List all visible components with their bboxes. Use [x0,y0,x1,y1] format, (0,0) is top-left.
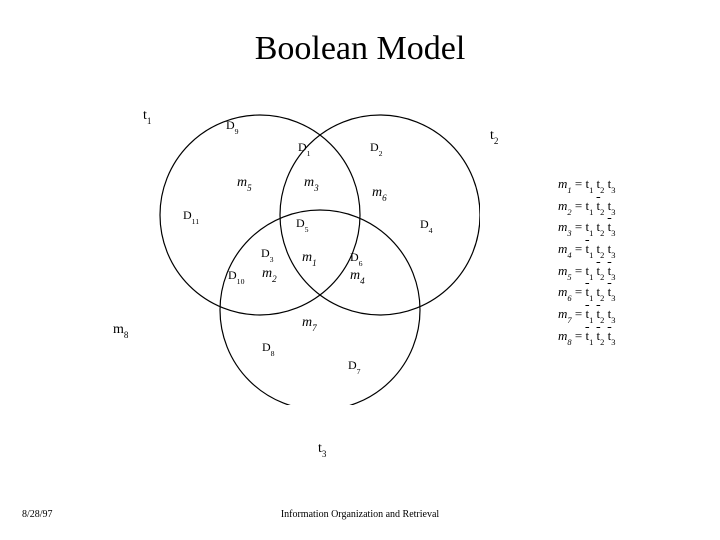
region-label-D4: D4 [420,217,433,233]
formula-row: m1 = t1 t2 t3 [558,174,615,196]
formula-row: m4 = t1 t2 t3 [558,239,615,261]
formula-row: m8 = t1 t2 t3 [558,326,615,348]
region-label-D8: D8 [262,340,275,356]
region-label-m3: m3 [304,175,319,192]
minterm-formulas: m1 = t1 t2 t3m2 = t1 t2 t3m3 = t1 t2 t3m… [558,174,615,348]
footer-center: Information Organization and Retrieval [0,509,720,520]
formula-row: m7 = t1 t2 t3 [558,304,615,326]
circle-t3 [220,210,420,405]
region-label-D2: D2 [370,140,383,156]
region-label-D5: D5 [296,216,309,232]
region-label-m1: m1 [302,250,317,267]
formula-row: m2 = t1 t2 t3 [558,196,615,218]
formula-row: m3 = t1 t2 t3 [558,217,615,239]
region-label-D7: D7 [348,358,361,374]
region-label-D6: D6 [350,250,363,266]
formula-row: m5 = t1 t2 t3 [558,261,615,283]
region-label-D10: D10 [228,268,244,284]
region-label-D1: D1 [298,140,311,156]
region-label-D11: D11 [183,208,199,224]
region-label-m4: m4 [350,268,365,285]
region-label-m6: m6 [372,185,387,202]
region-label-m7: m7 [302,315,317,332]
formula-row: m6 = t1 t2 t3 [558,282,615,304]
label-t3: t3 [318,441,326,458]
label-t2: t2 [490,128,498,145]
label-t1: t1 [143,108,151,125]
label-m8-outer: m8 [113,322,128,339]
region-label-D9: D9 [226,118,239,134]
region-label-m5: m5 [237,175,252,192]
region-label-m2: m2 [262,266,277,283]
region-label-D3: D3 [261,246,274,262]
page-title: Boolean Model [0,30,720,68]
